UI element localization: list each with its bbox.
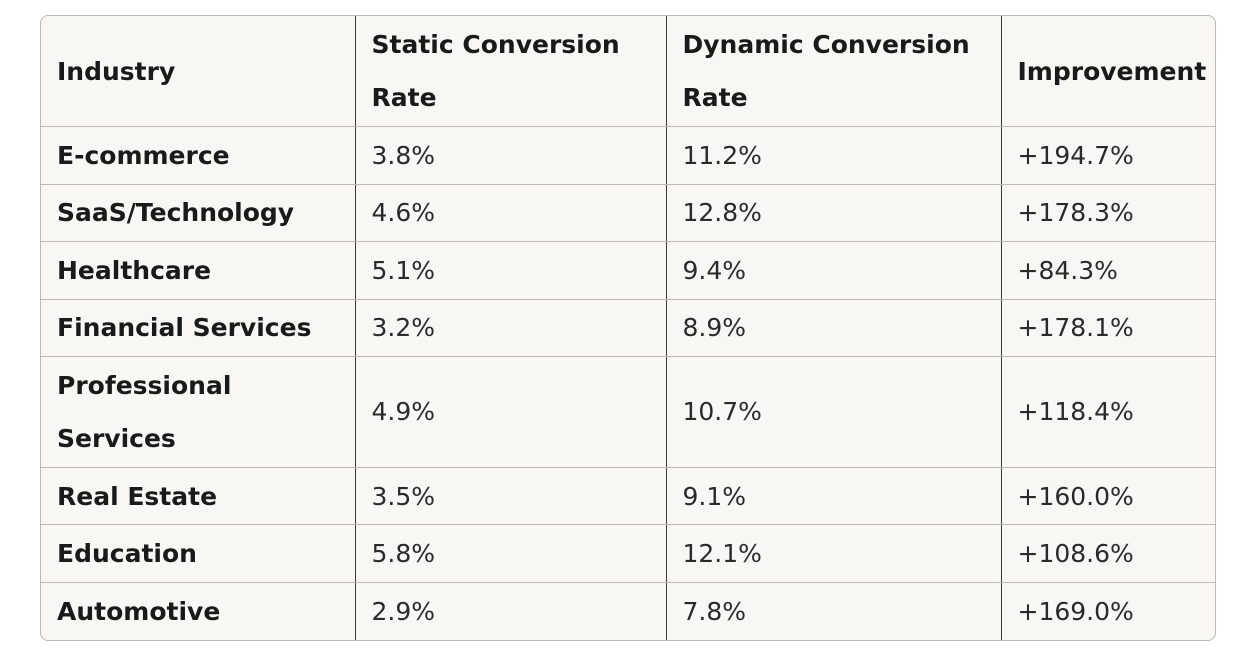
- dynamic-rate-cell: 11.2%: [666, 126, 1002, 185]
- header-dynamic-conversion-rate: Dynamic Conversion Rate: [666, 16, 1002, 127]
- dynamic-rate-cell: 12.1%: [666, 524, 1002, 583]
- improvement-cell: +178.3%: [1001, 184, 1215, 242]
- dynamic-rate-cell: 7.8%: [666, 582, 1002, 640]
- industry-cell: Automotive: [41, 582, 356, 640]
- table-row: Automotive 2.9% 7.8% +169.0%: [41, 582, 1215, 640]
- table-row: Education 5.8% 12.1% +108.6%: [41, 524, 1215, 583]
- table-row: Professional Services 4.9% 10.7% +118.4%: [41, 356, 1215, 468]
- static-rate-cell: 4.6%: [355, 184, 667, 242]
- static-rate-cell: 2.9%: [355, 582, 667, 640]
- improvement-cell: +118.4%: [1001, 356, 1215, 468]
- static-rate-cell: 3.5%: [355, 467, 667, 526]
- header-static-conversion-rate: Static Conversion Rate: [355, 16, 667, 127]
- industry-cell: Professional Services: [41, 356, 356, 468]
- improvement-cell: +169.0%: [1017, 596, 1134, 626]
- dynamic-rate-cell: 9.1%: [666, 467, 1002, 526]
- table-row: E-commerce 3.8% 11.2% +194.7%: [41, 126, 1215, 185]
- dynamic-rate-cell: 10.7%: [666, 356, 1002, 468]
- static-rate-cell: 3.8%: [355, 126, 667, 185]
- header-improvement: Improvement: [1001, 16, 1215, 127]
- static-rate-cell: 3.2%: [355, 299, 667, 357]
- industry-cell: Real Estate: [41, 467, 356, 526]
- industry-cell: SaaS/Technology: [41, 184, 356, 242]
- improvement-cell: +178.1%: [1001, 299, 1215, 357]
- header-industry: Industry: [41, 16, 356, 127]
- improvement-cell: +194.7%: [1001, 126, 1215, 185]
- dynamic-rate-cell: 9.4%: [666, 241, 1002, 300]
- industry-cell: Financial Services: [41, 299, 356, 357]
- table-row: Real Estate 3.5% 9.1% +160.0%: [41, 467, 1215, 526]
- industry-cell: E-commerce: [41, 126, 356, 185]
- static-rate-cell: 5.8%: [355, 524, 667, 583]
- static-rate-cell: 5.1%: [355, 241, 667, 300]
- dynamic-rate-cell: 12.8%: [666, 184, 1002, 242]
- improvement-cell: +160.0%: [1001, 467, 1215, 526]
- static-rate-cell: 4.9%: [355, 356, 667, 468]
- industry-cell: Healthcare: [41, 241, 356, 300]
- industry-cell: Education: [41, 524, 356, 583]
- table-row: Financial Services 3.2% 8.9% +178.1%: [41, 299, 1215, 357]
- conversion-table: Industry Static Conversion Rate Dynamic …: [41, 16, 1215, 640]
- improvement-cell: +84.3%: [1001, 241, 1215, 300]
- table-row: Healthcare 5.1% 9.4% +84.3%: [41, 241, 1215, 300]
- improvement-cell: +108.6%: [1001, 524, 1215, 583]
- table-row: SaaS/Technology 4.6% 12.8% +178.3%: [41, 184, 1215, 242]
- table-header-row: Industry Static Conversion Rate Dynamic …: [41, 16, 1215, 127]
- conversion-table-container: Industry Static Conversion Rate Dynamic …: [40, 15, 1216, 641]
- dynamic-rate-cell: 8.9%: [666, 299, 1002, 357]
